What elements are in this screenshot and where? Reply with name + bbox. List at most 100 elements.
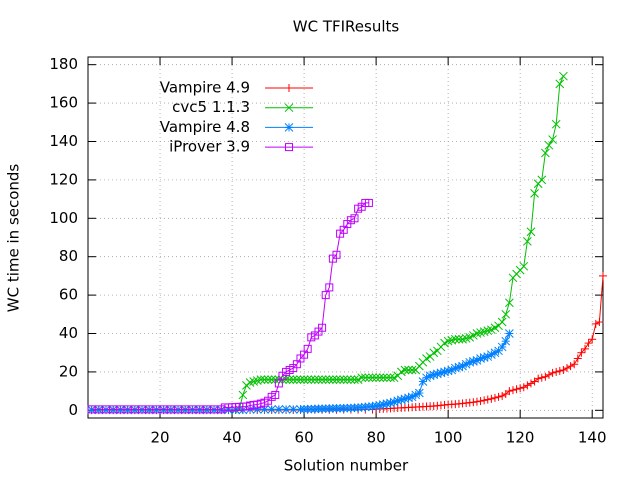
point <box>335 375 345 384</box>
point <box>267 405 277 414</box>
marker-stroke <box>505 298 514 308</box>
marker-stroke <box>350 375 359 384</box>
point <box>447 335 457 345</box>
y-tick-label: 180 <box>49 55 78 73</box>
point <box>447 365 457 375</box>
point <box>566 362 575 371</box>
marker-stroke <box>559 71 568 81</box>
marker-stroke <box>382 399 392 409</box>
plot-frame <box>87 56 604 419</box>
point <box>570 360 579 369</box>
marker-stroke <box>335 375 345 384</box>
marker-stroke <box>284 103 294 113</box>
point <box>325 283 334 292</box>
point <box>551 119 561 129</box>
marker-box <box>271 390 280 399</box>
point <box>552 367 561 376</box>
point <box>260 375 269 384</box>
point <box>332 250 341 259</box>
marker-stroke <box>483 326 493 335</box>
marker-stroke <box>436 368 446 378</box>
marker-stroke <box>238 390 248 400</box>
x-tick-label: 40 <box>223 429 242 447</box>
point <box>497 317 507 327</box>
marker-stroke <box>303 375 313 384</box>
point <box>360 373 370 383</box>
point <box>404 365 413 375</box>
point <box>274 405 284 414</box>
marker-stroke <box>285 375 295 384</box>
point <box>245 378 255 387</box>
point <box>548 368 557 377</box>
marker-stroke <box>407 365 417 375</box>
marker-stroke <box>296 375 305 384</box>
marker-box <box>332 250 341 259</box>
point <box>562 364 571 373</box>
marker-stroke <box>284 123 294 132</box>
point <box>332 375 341 384</box>
x-tick-label: 60 <box>295 429 314 447</box>
marker-stroke <box>245 378 255 387</box>
y-tick-label: 60 <box>59 286 78 304</box>
marker-stroke <box>256 375 266 384</box>
legend-label: Vampire 4.8 <box>160 118 250 136</box>
point <box>249 377 259 386</box>
marker-stroke <box>321 375 331 384</box>
point <box>472 397 481 406</box>
marker-stroke <box>267 375 277 384</box>
point <box>440 367 449 377</box>
y-tick-label: 140 <box>49 132 78 150</box>
marker-stroke <box>368 402 377 411</box>
point <box>350 214 359 223</box>
point <box>296 375 305 384</box>
marker-stroke <box>523 236 532 246</box>
point <box>285 375 295 384</box>
marker-stroke <box>382 373 392 383</box>
point <box>342 375 352 384</box>
point <box>537 373 546 382</box>
marker-stroke <box>501 309 511 319</box>
y-axis-label: WC time in seconds <box>5 164 23 313</box>
point <box>458 361 467 371</box>
point <box>534 374 543 383</box>
point <box>368 373 377 383</box>
point <box>238 390 248 400</box>
point <box>476 397 485 406</box>
point <box>454 334 464 344</box>
marker-stroke <box>281 405 291 414</box>
point <box>479 327 489 336</box>
marker-stroke <box>465 357 475 367</box>
point <box>299 375 309 384</box>
marker-stroke <box>447 335 457 345</box>
marker-stroke <box>555 79 565 89</box>
point <box>321 291 330 300</box>
point <box>288 405 298 414</box>
marker-stroke <box>242 381 251 390</box>
point <box>483 326 493 335</box>
point <box>591 319 600 328</box>
marker-stroke <box>458 334 467 344</box>
point <box>378 373 388 383</box>
marker-stroke <box>454 334 464 344</box>
point <box>523 381 532 390</box>
marker-stroke <box>501 336 511 346</box>
marker-stroke <box>375 373 385 383</box>
marker-stroke <box>288 375 298 384</box>
marker-stroke <box>332 375 341 384</box>
marker-stroke <box>396 395 406 405</box>
point <box>321 375 331 384</box>
y-tick-label: 0 <box>68 401 78 419</box>
point <box>548 135 557 144</box>
marker-box <box>325 283 334 292</box>
point <box>263 375 273 384</box>
marker-stroke <box>530 188 539 198</box>
point <box>314 375 323 384</box>
legend-label: iProver 3.9 <box>169 138 250 156</box>
marker-stroke <box>468 357 478 366</box>
marker-stroke <box>314 375 323 384</box>
point <box>324 375 334 384</box>
point <box>328 375 338 384</box>
marker-stroke <box>386 373 395 383</box>
